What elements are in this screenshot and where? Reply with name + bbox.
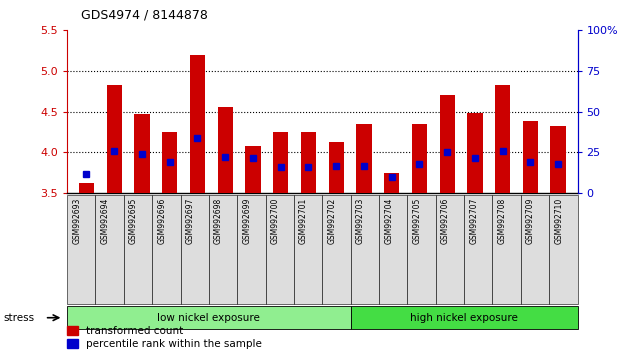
Text: high nickel exposure: high nickel exposure [410,313,518,323]
Text: GSM992710: GSM992710 [555,198,563,244]
Text: low nickel exposure: low nickel exposure [158,313,260,323]
Text: GSM992709: GSM992709 [526,198,535,244]
Text: GSM992701: GSM992701 [299,198,308,244]
Bar [217,108,233,193]
Legend: transformed count, percentile rank within the sample: transformed count, percentile rank withi… [67,326,262,349]
Bar [356,124,371,193]
Text: GSM992704: GSM992704 [384,198,393,244]
Bar [384,172,399,193]
Text: GSM992700: GSM992700 [271,198,279,244]
Bar [301,132,316,193]
Text: GSM992705: GSM992705 [412,198,422,244]
Bar [329,142,344,193]
Text: stress: stress [3,313,34,323]
Text: GSM992699: GSM992699 [242,198,252,244]
Text: GSM992697: GSM992697 [186,198,195,244]
Bar [79,183,94,193]
Text: GDS4974 / 8144878: GDS4974 / 8144878 [81,9,207,22]
Text: GSM992707: GSM992707 [469,198,478,244]
Text: GSM992708: GSM992708 [497,198,507,244]
Bar [440,95,455,193]
Bar [107,85,122,193]
Bar [134,114,150,193]
Text: GSM992694: GSM992694 [101,198,110,244]
Bar [523,121,538,193]
Bar [273,132,288,193]
Bar [245,146,261,193]
Text: GSM992693: GSM992693 [72,198,81,244]
Bar [467,113,483,193]
Text: GSM992703: GSM992703 [356,198,365,244]
Text: GSM992696: GSM992696 [157,198,166,244]
Text: GSM992702: GSM992702 [327,198,337,244]
Text: GSM992706: GSM992706 [441,198,450,244]
Bar [550,126,566,193]
Bar [190,55,205,193]
Text: GSM992698: GSM992698 [214,198,223,244]
Text: GSM992695: GSM992695 [129,198,138,244]
Bar [162,132,178,193]
Bar [495,85,510,193]
Bar [412,124,427,193]
